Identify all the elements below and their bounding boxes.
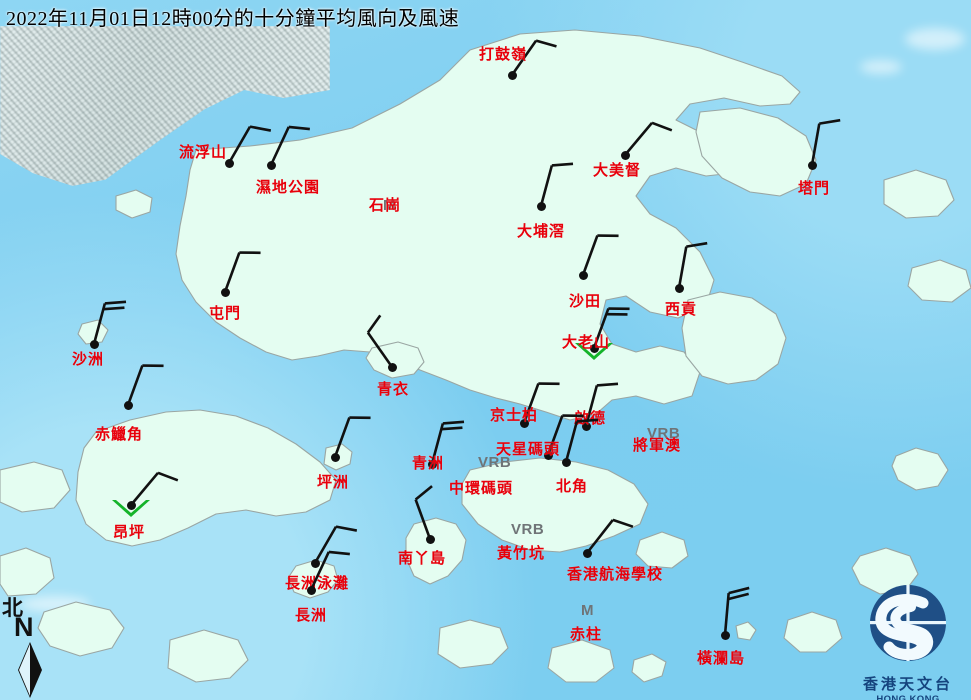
wind-barb-icon (810, 118, 841, 166)
wind-barb-icon (592, 307, 630, 349)
wind-barb-icon (564, 418, 599, 463)
station-label: 南丫島 (398, 551, 447, 567)
station-label: 北角 (556, 479, 589, 495)
station-label: 坪洲 (317, 475, 350, 491)
station-label: 天星碼頭 (496, 442, 561, 458)
station-label: 橫瀾島 (697, 651, 746, 667)
page-title: 2022年11月01日12時00分的十分鐘平均風向及風速 (6, 8, 460, 30)
hko-emblem-icon (870, 585, 946, 661)
station-label: 赤鱲角 (95, 427, 144, 443)
station-label: 西貢 (665, 302, 698, 318)
missing-data-marker: M (383, 197, 396, 214)
station-label: 長洲泳灘 (285, 576, 350, 592)
wind-barb-icon (333, 416, 371, 458)
compass-rose: 北 N (2, 592, 62, 700)
variable-wind-marker: VRB (511, 521, 545, 538)
wind-barb-icon (227, 125, 272, 164)
station-label: 大埔滘 (517, 224, 566, 240)
station-label: 打鼓嶺 (479, 47, 528, 63)
wind-barb-icon (223, 251, 261, 293)
compass-label-cn: 北 (2, 596, 23, 620)
wind-barb-icon (130, 471, 179, 506)
station-dot-icon (620, 150, 630, 160)
station-label: 沙田 (569, 294, 602, 310)
station-label: 香港航海學校 (567, 567, 664, 583)
variable-wind-marker: VRB (478, 454, 512, 471)
station-label: 流浮山 (179, 145, 228, 161)
variable-wind-marker: VRB (647, 425, 681, 442)
wind-barb-icon (581, 234, 619, 276)
station-label: 京士柏 (490, 408, 539, 424)
station-label: 黃竹坑 (497, 546, 546, 562)
wind-barb-icon (313, 525, 358, 564)
wind-barb-icon (677, 241, 708, 289)
station-label: 塔門 (798, 181, 831, 197)
missing-data-marker: M (581, 602, 594, 619)
station-label: 大美督 (593, 163, 642, 179)
wind-barb-icon (522, 382, 560, 424)
station-label: 長洲 (295, 608, 328, 624)
wind-barb-icon (585, 518, 634, 554)
wind-barb-icon (430, 420, 465, 465)
compass-needle-icon (18, 642, 42, 698)
wind-barb-icon (414, 485, 433, 540)
station-label: 屯門 (209, 306, 242, 322)
station-label: 大老山 (562, 335, 611, 351)
wind-barb-icon (92, 300, 127, 345)
hko-logo-en: HONG KONG OBSERVATORY (876, 694, 940, 700)
station-label: 中環碼頭 (449, 481, 514, 497)
wind-barb-icon (126, 364, 164, 406)
hko-logo-cn: 香港天文台 (862, 677, 953, 693)
wind-barb-icon (510, 39, 557, 76)
station-label: 青衣 (377, 382, 410, 398)
station-label: 石崗 (369, 198, 402, 214)
station-label: 昂坪 (113, 525, 146, 541)
station-label: 青洲 (412, 456, 445, 472)
wind-barb-icon (309, 550, 350, 591)
compass-label-en: N (14, 612, 34, 642)
wind-barb-icon (584, 382, 619, 427)
wind-barb-icon (723, 586, 750, 636)
wind-barb-icon (624, 121, 673, 156)
hko-logo: 香港天文台 HONG KONG OBSERVATORY (845, 583, 971, 700)
station-label: 赤柱 (570, 627, 603, 643)
wind-barb-icon (539, 162, 574, 207)
station-label: 濕地公園 (256, 180, 321, 196)
wind-barb-icon (269, 125, 310, 166)
wind-barb-icon (366, 314, 394, 368)
wind-barb-icon (546, 414, 584, 456)
station-label: 將軍澳 (633, 438, 682, 454)
station-label: 沙洲 (72, 352, 105, 368)
